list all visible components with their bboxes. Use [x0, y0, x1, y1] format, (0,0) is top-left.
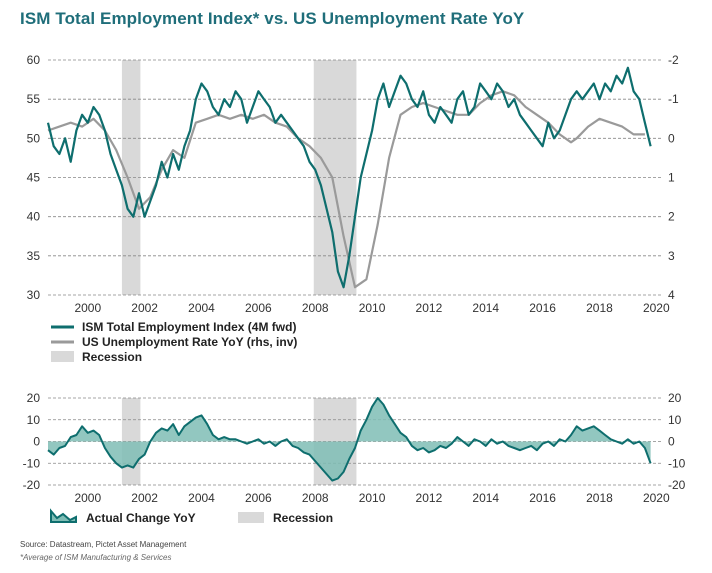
left-tick-label-60: 60	[27, 53, 41, 67]
top-x-tick-label-2020: 2020	[643, 301, 670, 315]
top-x-tick-label-2012: 2012	[416, 301, 443, 315]
top-x-tick-label-2004: 2004	[188, 301, 215, 315]
legend-recession-swatch	[51, 351, 74, 362]
ism-line	[46, 66, 652, 289]
bottom-x-tick-label-2004: 2004	[188, 491, 215, 505]
footnote: *Average of ISM Manufacturing & Services	[20, 553, 172, 562]
bottom-right-axis: 20 10 0 -10 -20	[668, 391, 686, 492]
bottom-x-tick-label-2010: 2010	[359, 491, 386, 505]
legend-change-label: Actual Change YoY	[86, 511, 196, 525]
bottom-left-tick-label-10: 10	[27, 413, 41, 427]
top-x-tick-label-2014: 2014	[472, 301, 499, 315]
legend-unemp-label: US Unemployment Rate YoY (rhs, inv)	[82, 335, 297, 349]
bottom-x-tick-label-2008: 2008	[302, 491, 329, 505]
bottom-x-tick-label-2002: 2002	[131, 491, 158, 505]
top-legend: ISM Total Employment Index (4M fwd) US U…	[51, 320, 297, 364]
bottom-right-tick-label-20: 20	[668, 391, 682, 405]
top-x-tick-label-2010: 2010	[359, 301, 386, 315]
left-tick-label-50: 50	[27, 131, 41, 145]
top-x-axis: 2000 2002 2004 2006 2008 2010 2012 2014 2016 2018…	[74, 301, 670, 315]
right-tick-label--2: -2	[668, 53, 679, 67]
right-tick-label--1: -1	[668, 92, 679, 106]
top-x-tick-label-2008: 2008	[302, 301, 329, 315]
left-tick-label-45: 45	[27, 171, 41, 185]
change-area-fill	[48, 398, 651, 481]
bottom-left-axis: 20 10 0 -10 -20	[23, 391, 41, 492]
right-tick-label-1: 1	[668, 171, 675, 185]
bottom-x-tick-label-2014: 2014	[472, 491, 499, 505]
bottom-x-tick-label-2006: 2006	[245, 491, 272, 505]
bottom-x-tick-label-2020: 2020	[643, 491, 670, 505]
top-x-tick-label-2000: 2000	[74, 301, 101, 315]
legend-recession-label: Recession	[82, 350, 142, 364]
legend-recession-label-bottom: Recession	[273, 511, 333, 525]
bottom-x-tick-label-2018: 2018	[586, 491, 613, 505]
bottom-right-tick-label-10: 10	[668, 413, 682, 427]
bottom-left-tick-label--20: -20	[23, 478, 41, 492]
bottom-area-series	[47, 397, 652, 482]
left-tick-label-40: 40	[27, 210, 41, 224]
bottom-x-tick-label-2012: 2012	[416, 491, 443, 505]
top-x-tick-label-2016: 2016	[529, 301, 556, 315]
change-line	[47, 397, 652, 482]
bottom-legend: Actual Change YoY Recession	[50, 508, 333, 525]
right-tick-label-4: 4	[668, 288, 675, 302]
right-tick-label-3: 3	[668, 249, 675, 263]
legend-recession-swatch-bottom	[238, 512, 264, 523]
bottom-right-tick-label--10: -10	[668, 456, 686, 470]
bottom-left-tick-label-20: 20	[27, 391, 41, 405]
right-tick-label-2: 2	[668, 210, 675, 224]
bottom-left-tick-label-0: 0	[33, 435, 40, 449]
top-right-axis: 4 3 2 1 0 -1 -2	[668, 53, 679, 302]
bottom-left-tick-label--10: -10	[23, 456, 41, 470]
left-tick-label-30: 30	[27, 288, 41, 302]
source-note: Source: Datastream, Pictet Asset Managem…	[20, 540, 187, 549]
bottom-right-tick-label-0: 0	[668, 435, 675, 449]
left-tick-label-55: 55	[27, 92, 41, 106]
legend-ism-label: ISM Total Employment Index (4M fwd)	[82, 320, 296, 334]
top-left-axis: 30 35 40 45 50 55 60	[27, 53, 41, 302]
chart-title: ISM Total Employment Index* vs. US Unemp…	[20, 9, 525, 28]
bottom-right-tick-label--20: -20	[668, 478, 686, 492]
legend-change-swatch	[50, 508, 77, 523]
bottom-x-tick-label-2016: 2016	[529, 491, 556, 505]
bottom-x-axis: 2000 2002 2004 2006 2008 2010 2012 2014 2016 2018…	[74, 491, 670, 505]
left-tick-label-35: 35	[27, 249, 41, 263]
top-x-tick-label-2018: 2018	[586, 301, 613, 315]
bottom-x-tick-label-2000: 2000	[74, 491, 101, 505]
top-x-tick-label-2002: 2002	[131, 301, 158, 315]
recession-band-0	[121, 60, 141, 295]
top-x-tick-label-2006: 2006	[245, 301, 272, 315]
top-series-lines	[46, 66, 652, 289]
right-tick-label-0: 0	[668, 131, 675, 145]
